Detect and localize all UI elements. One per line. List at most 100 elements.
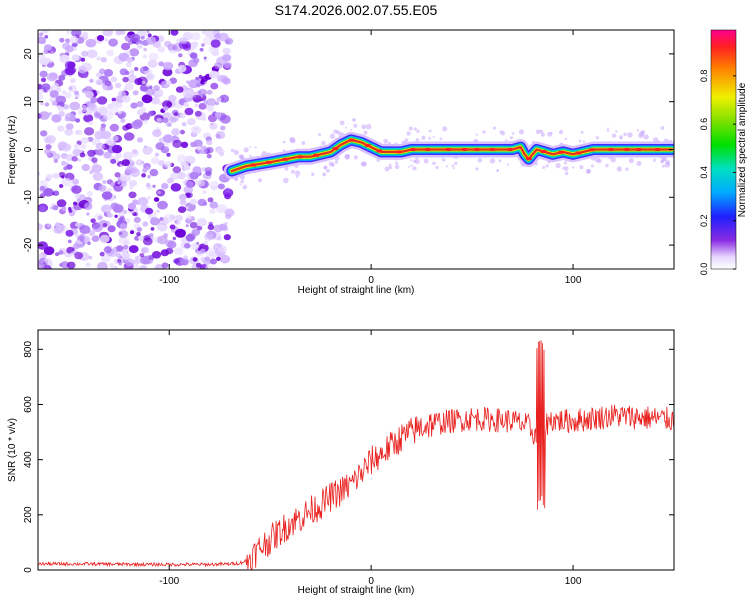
snr-y-ticks: 0 200 400 600 800 (23, 341, 674, 573)
ridge-core (230, 138, 674, 173)
noise-blob (142, 221, 149, 227)
noise-blob (166, 152, 171, 157)
noise-blob (145, 83, 150, 88)
noise-blob (216, 236, 222, 241)
ridge-halo-dot (547, 131, 553, 137)
ridge-halo-dot (383, 138, 389, 144)
noise-blob (96, 56, 102, 61)
ridge-halo-dot (415, 159, 420, 164)
noise-blob (57, 125, 65, 132)
noise-blob (51, 114, 62, 123)
noise-blob (52, 172, 60, 179)
ridge-halo-dot (301, 141, 306, 145)
ridge-hot-segment (558, 150, 565, 154)
noise-blob (150, 157, 160, 165)
ridge-hot-segment (489, 148, 496, 151)
noise-blob (103, 246, 112, 254)
noise-blob (104, 38, 108, 42)
noise-blob (174, 117, 179, 122)
noise-blob (126, 57, 134, 63)
noise-blob (222, 47, 231, 55)
noise-blob (80, 136, 89, 144)
noise-blob (141, 94, 153, 104)
ridge-halo-dot (594, 156, 601, 163)
noise-blob (61, 177, 72, 187)
noise-blob (216, 97, 222, 102)
noise-blob (129, 69, 134, 74)
noise-blob (59, 54, 70, 64)
noise-blob (117, 181, 121, 185)
noise-blob (71, 30, 82, 38)
noise-blob (52, 190, 60, 196)
noise-blob (49, 90, 59, 98)
noise-blob (194, 103, 198, 107)
ridge-halo-dot (499, 130, 503, 134)
noise-blob (130, 73, 135, 77)
noise-blob (210, 82, 219, 90)
noise-blob (169, 77, 177, 84)
noise-blob (74, 130, 81, 135)
noise-blob (191, 125, 202, 134)
noise-blob (69, 36, 79, 44)
noise-blob (121, 95, 131, 103)
noise-blob (137, 197, 149, 206)
noise-blob (64, 92, 72, 99)
noise-blob (166, 101, 173, 107)
noise-blob (209, 258, 217, 265)
noise-blob (46, 152, 52, 157)
noise-blob (97, 215, 103, 220)
noise-blob (55, 222, 61, 227)
noise-blob (44, 257, 52, 265)
noise-blob (163, 233, 169, 238)
ridge-hot-segment (506, 148, 513, 151)
noise-blob (119, 164, 123, 168)
ridge-halo-dot (432, 161, 436, 166)
noise-blob (74, 251, 83, 260)
noise-blob (177, 206, 187, 214)
noise-blob (102, 180, 107, 184)
noise-blob (220, 114, 231, 124)
noise-blob (195, 76, 199, 81)
noise-blob (46, 173, 53, 180)
ridge-halo-dot (339, 120, 345, 126)
noise-blob (143, 145, 147, 149)
noise-blob (100, 123, 106, 128)
noise-blob (161, 85, 165, 89)
noise-blob (203, 56, 207, 60)
noise-blob (46, 72, 58, 82)
ridge-halo-dot (395, 161, 398, 165)
noise-blob (87, 241, 91, 245)
noise-blob (65, 229, 74, 237)
noise-blob (119, 215, 125, 221)
noise-blob (82, 73, 89, 79)
noise-blob (125, 166, 134, 174)
x-tick-label: 100 (565, 576, 582, 587)
noise-blob (124, 82, 134, 91)
noise-blob (148, 232, 154, 238)
noise-blob (86, 49, 98, 59)
noise-blob (134, 66, 139, 71)
noise-blob (110, 158, 117, 164)
noise-blob (61, 160, 67, 166)
noise-blob (143, 47, 148, 52)
noise-blob (92, 172, 104, 181)
ridge-halo-dot (636, 161, 642, 166)
noise-blob (122, 76, 129, 83)
noise-blob (176, 171, 186, 180)
noise-blob (72, 201, 78, 206)
noise-blob (179, 199, 187, 206)
ridge-halo-dot (428, 129, 432, 133)
noise-blob (208, 70, 219, 79)
noise-blob (170, 172, 179, 180)
ridge-halo-dot (435, 165, 439, 170)
noise-blob (128, 191, 137, 199)
ridge-hot-segment (364, 144, 371, 147)
colorbar-tick-label: 0.4 (699, 166, 709, 179)
noise-blob (136, 43, 144, 50)
noise-blob (222, 77, 231, 85)
ridge-halo-dot (559, 130, 564, 135)
noise-blob (122, 151, 133, 160)
ridge-halo-dot (344, 154, 350, 160)
ridge-halo-dot (363, 130, 368, 135)
noise-blob (123, 244, 129, 250)
